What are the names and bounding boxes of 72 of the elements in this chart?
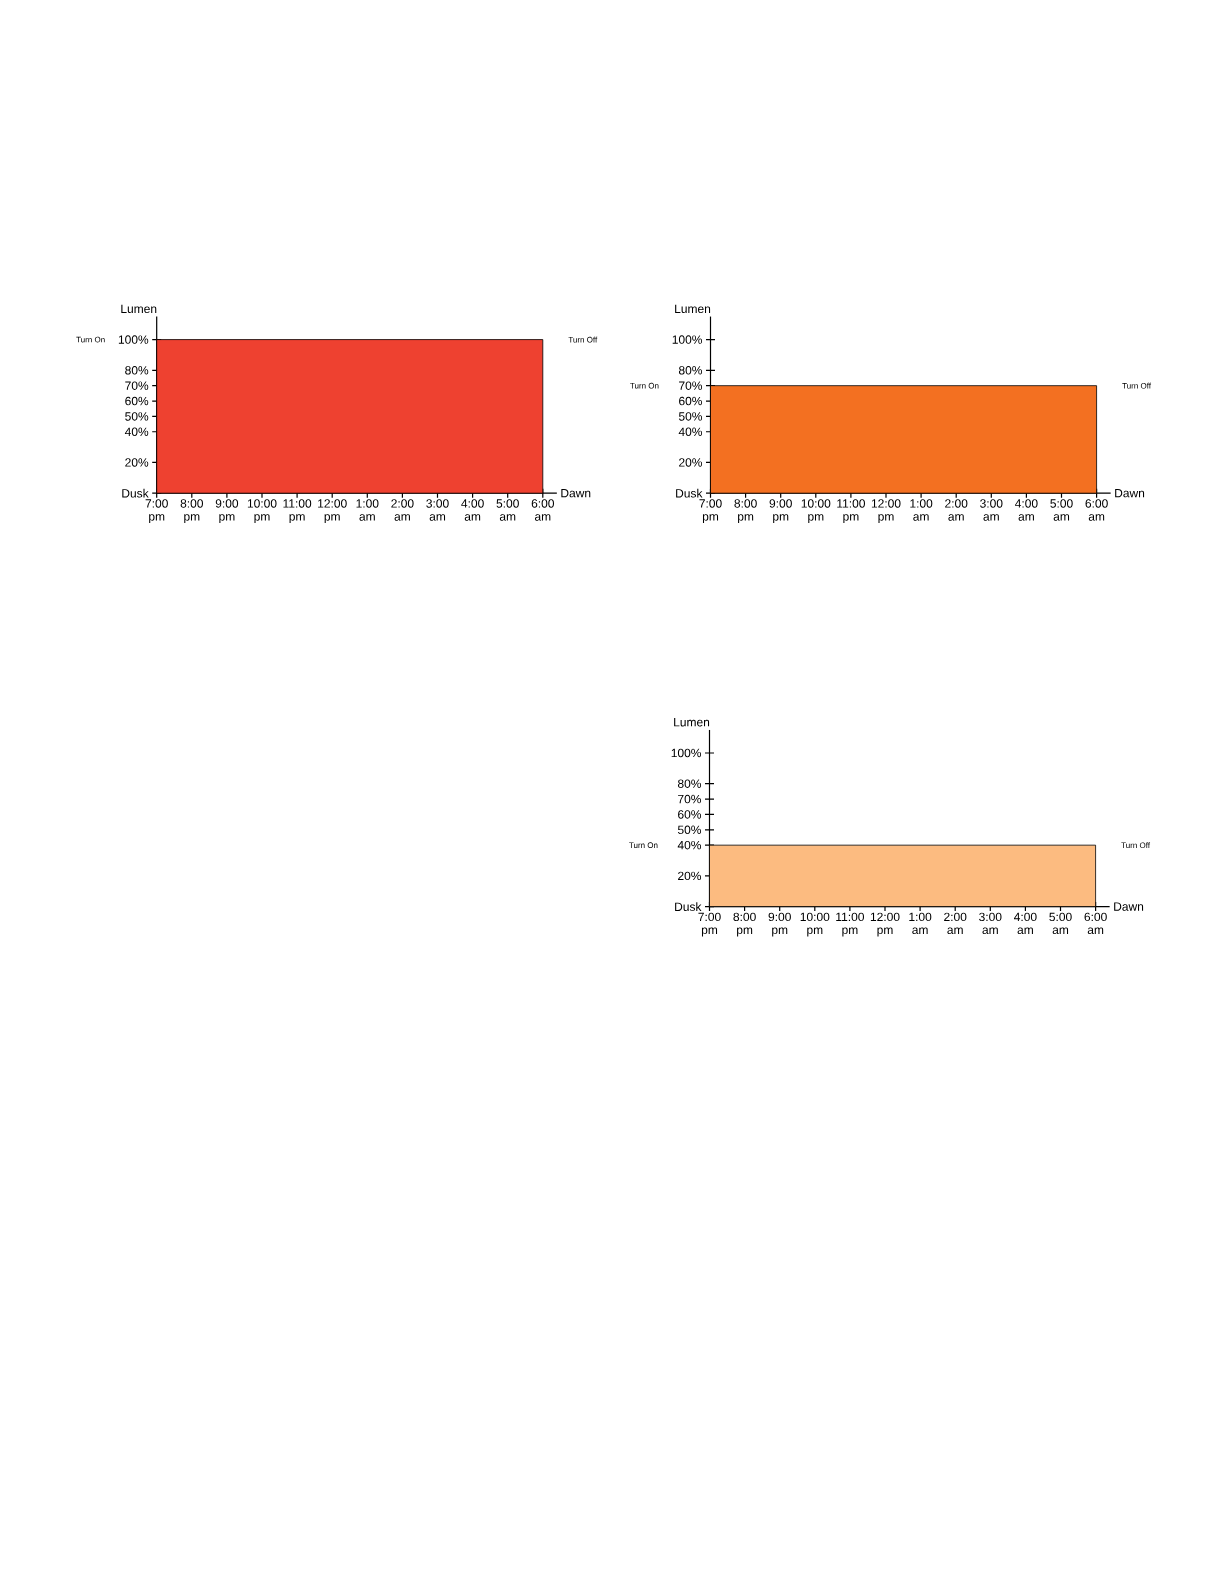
- y-tick-label: Dusk: [122, 488, 149, 498]
- x-tick-label: 8:00 pm: [734, 499, 757, 524]
- y-tick-label: 100%: [672, 335, 703, 344]
- text: Turn Off: [1122, 382, 1152, 389]
- y-tick-label: 60%: [125, 396, 149, 406]
- y-tick-label: 60%: [678, 810, 702, 819]
- text: Turn On: [630, 382, 659, 389]
- x-tick-label: 4:00 am: [1015, 499, 1038, 521]
- x-tick-label: 8:00 pm: [733, 912, 756, 937]
- x-tick-label: 1:00 am: [356, 499, 379, 521]
- y-tick-label: 80%: [677, 779, 702, 788]
- y-tick-label: 20%: [679, 458, 703, 467]
- y-tick-label: 20%: [125, 458, 149, 467]
- x-tick-label: 10:00 pm: [801, 499, 831, 524]
- x-tick-label: 2:00 am: [944, 912, 967, 935]
- x-tick-label: 10:00 pm: [800, 912, 830, 937]
- x-tick-label: 9:00 pm: [769, 499, 792, 524]
- y-tick-label: 100%: [671, 748, 702, 758]
- x-tick-label: 4:00 am: [1014, 912, 1037, 935]
- y-tick-label: 80%: [678, 366, 703, 375]
- y-axis-title: Lumen: [675, 304, 711, 314]
- x-tick-label: 3:00 am: [426, 499, 449, 521]
- x-tick-label: 11:00 pm: [837, 499, 866, 524]
- x-axis-title: Dawn: [561, 489, 591, 498]
- text: Turn Off: [568, 336, 598, 343]
- y-tick-label: 40%: [678, 427, 703, 436]
- x-tick-label: 6:00 am: [531, 499, 555, 521]
- x-tick-label: 12:00 pm: [870, 912, 900, 937]
- x-tick-label: 7:00 pm: [698, 912, 721, 937]
- x-tick-label: 1:00 am: [909, 912, 932, 935]
- y-tick-label: 80%: [125, 366, 149, 375]
- x-tick-label: 9:00 pm: [768, 912, 791, 937]
- x-tick-label: 2:00 am: [391, 499, 414, 521]
- x-axis-title: Dawn: [1115, 489, 1145, 498]
- text: Turn Off: [1121, 842, 1151, 849]
- x-axis-title: Dawn: [1114, 902, 1144, 911]
- x-tick-label: 7:00 pm: [699, 499, 722, 524]
- y-tick-label: 50%: [677, 825, 702, 835]
- x-tick-label: 5:00 am: [496, 499, 519, 521]
- x-tick-label: 11:00 pm: [836, 912, 865, 937]
- x-tick-label: 2:00 am: [945, 499, 968, 521]
- x-tick-label: 11:00 pm: [283, 499, 312, 524]
- x-tick-label: 8:00 pm: [180, 499, 204, 524]
- y-tick-label: 70%: [678, 794, 702, 804]
- y-tick-label: 100%: [118, 335, 149, 344]
- x-tick-label: 5:00 am: [1050, 499, 1073, 521]
- y-tick-label: 40%: [124, 427, 149, 436]
- y-tick-label: 50%: [678, 412, 703, 421]
- x-tick-label: 12:00 pm: [871, 499, 901, 524]
- y-tick-label: 70%: [679, 381, 703, 390]
- y-tick-label: 60%: [679, 396, 703, 406]
- y-axis-title: Lumen: [674, 718, 710, 727]
- x-tick-label: 12:00 pm: [318, 499, 347, 524]
- y-tick-label: Dusk: [676, 488, 703, 498]
- y-axis-title: Lumen: [121, 304, 157, 314]
- x-tick-label: 9:00 pm: [215, 499, 239, 524]
- x-tick-label: 5:00 am: [1049, 912, 1072, 935]
- text: Turn On: [76, 336, 105, 343]
- text: Turn On: [629, 842, 658, 848]
- x-tick-label: 4:00 am: [461, 499, 484, 521]
- x-tick-label: 10:00 pm: [247, 499, 277, 524]
- x-tick-label: 1:00 am: [910, 499, 933, 521]
- y-tick-label: Dusk: [675, 902, 702, 911]
- y-tick-label: 20%: [678, 871, 702, 881]
- x-tick-label: 6:00 am: [1084, 912, 1107, 935]
- y-tick-label: 40%: [677, 840, 702, 850]
- y-tick-label: 50%: [125, 412, 149, 421]
- x-tick-label: 3:00 am: [980, 499, 1003, 521]
- x-tick-label: 3:00 am: [979, 912, 1002, 935]
- x-tick-label: 7:00 pm: [145, 499, 168, 524]
- x-tick-label: 6:00 am: [1085, 499, 1108, 521]
- y-tick-label: 70%: [125, 381, 149, 390]
